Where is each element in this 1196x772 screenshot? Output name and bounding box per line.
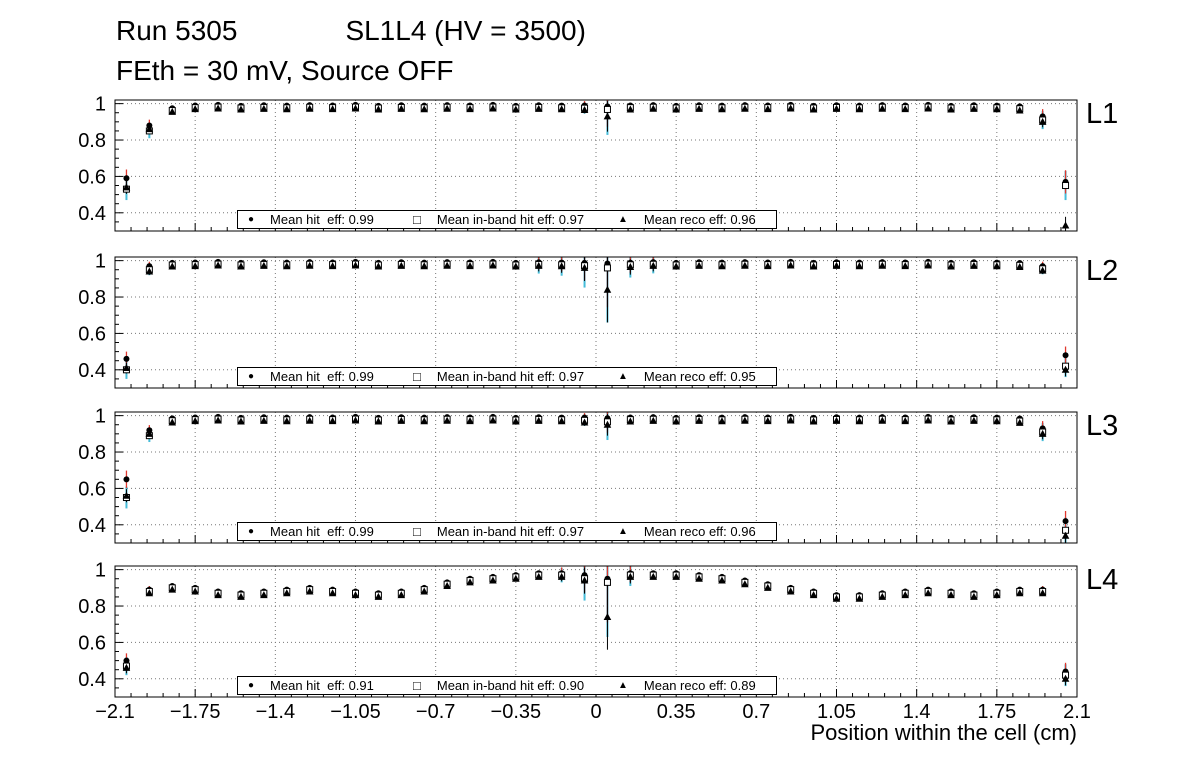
- svg-text:1.75: 1.75: [977, 701, 1016, 723]
- run-number-title: Run 5305: [116, 15, 238, 46]
- filled-circle-marker-icon: ●: [248, 525, 255, 537]
- legend-box-l3: ● Mean hit eff: 0.99 □ Mean in-band hit …: [237, 522, 777, 541]
- open-square-marker-icon: □: [413, 524, 421, 539]
- svg-text:0.8: 0.8: [78, 442, 106, 464]
- legend-box-l1: ● Mean hit eff: 0.99 □ Mean in-band hit …: [237, 210, 777, 229]
- svg-text:−2.1: −2.1: [95, 701, 134, 723]
- legend-entry-inband: □ Mean in-band hit eff: 0.97: [413, 369, 618, 384]
- legend-entry-inband: □ Mean in-band hit eff: 0.90: [413, 678, 618, 693]
- svg-text:1: 1: [95, 560, 106, 582]
- legend-entry-reco: ▲ Mean reco eff: 0.89: [618, 678, 778, 693]
- open-square-marker-icon: □: [413, 369, 421, 384]
- plot-titles: Run 5305 SL1L4 (HV = 3500) FEth = 30 mV,…: [116, 14, 586, 87]
- legend-entry-hit: ● Mean hit eff: 0.99: [248, 212, 413, 227]
- svg-text:2.1: 2.1: [1063, 701, 1091, 723]
- svg-text:1.05: 1.05: [817, 701, 856, 723]
- legend-entry-inband: □ Mean in-band hit eff: 0.97: [413, 524, 618, 539]
- svg-text:−1.05: −1.05: [330, 701, 381, 723]
- svg-text:0.6: 0.6: [78, 323, 106, 345]
- svg-text:0.35: 0.35: [657, 701, 696, 723]
- panel-label-l2: L2: [1086, 255, 1119, 287]
- legend-box-l4: ● Mean hit eff: 0.91 □ Mean in-band hit …: [237, 676, 777, 695]
- legend-hit-label: Mean hit eff: 0.99: [270, 524, 374, 539]
- svg-text:−0.7: −0.7: [416, 701, 455, 723]
- svg-text:1: 1: [95, 94, 106, 116]
- chamber-config-title: SL1L4 (HV = 3500): [345, 15, 586, 46]
- svg-text:0.4: 0.4: [78, 203, 106, 225]
- svg-text:0: 0: [590, 701, 601, 723]
- legend-reco-label: Mean reco eff: 0.96: [643, 524, 756, 539]
- legend-inband-label: Mean in-band hit eff: 0.97: [436, 524, 585, 539]
- legend-box-l2: ● Mean hit eff: 0.99 □ Mean in-band hit …: [237, 367, 777, 386]
- svg-text:1: 1: [95, 251, 106, 273]
- svg-text:0.8: 0.8: [78, 287, 106, 309]
- svg-text:0.6: 0.6: [78, 478, 106, 500]
- legend-entry-reco: ▲ Mean reco eff: 0.96: [618, 212, 778, 227]
- legend-inband-label: Mean in-band hit eff: 0.97: [436, 369, 585, 384]
- filled-circle-marker-icon: ●: [248, 213, 255, 225]
- svg-text:−1.4: −1.4: [256, 701, 295, 723]
- open-square-marker-icon: □: [413, 212, 421, 227]
- legend-entry-reco: ▲ Mean reco eff: 0.96: [618, 524, 778, 539]
- panel-label-l4: L4: [1086, 564, 1119, 596]
- filled-circle-marker-icon: ●: [248, 370, 255, 382]
- filled-triangle-marker-icon: ▲: [618, 213, 628, 225]
- legend-inband-label: Mean in-band hit eff: 0.97: [436, 212, 585, 227]
- panel-label-l3: L3: [1086, 410, 1119, 442]
- legend-entry-hit: ● Mean hit eff: 0.99: [248, 524, 413, 539]
- svg-text:0.4: 0.4: [78, 360, 106, 382]
- panel-label-l1: L1: [1086, 98, 1119, 130]
- legend-hit-label: Mean hit eff: 0.91: [270, 678, 374, 693]
- threshold-source-subtitle: FEth = 30 mV, Source OFF: [116, 54, 454, 86]
- svg-text:−1.75: −1.75: [170, 701, 221, 723]
- svg-text:0.6: 0.6: [78, 166, 106, 188]
- open-square-marker-icon: □: [413, 678, 421, 693]
- filled-triangle-marker-icon: ▲: [618, 525, 628, 537]
- svg-text:1: 1: [95, 406, 106, 428]
- filled-triangle-marker-icon: ▲: [618, 679, 628, 691]
- legend-inband-label: Mean in-band hit eff: 0.90: [436, 678, 585, 693]
- svg-text:−0.35: −0.35: [491, 701, 542, 723]
- svg-text:0.8: 0.8: [78, 596, 106, 618]
- svg-text:0.6: 0.6: [78, 632, 106, 654]
- title-line-1: Run 5305 SL1L4 (HV = 3500): [116, 14, 586, 48]
- filled-circle-marker-icon: ●: [248, 679, 255, 691]
- legend-reco-label: Mean reco eff: 0.96: [643, 212, 756, 227]
- legend-hit-label: Mean hit eff: 0.99: [270, 212, 374, 227]
- svg-text:0.4: 0.4: [78, 669, 106, 691]
- legend-hit-label: Mean hit eff: 0.99: [270, 369, 374, 384]
- legend-entry-hit: ● Mean hit eff: 0.91: [248, 678, 413, 693]
- filled-triangle-marker-icon: ▲: [618, 370, 628, 382]
- svg-text:0.8: 0.8: [78, 130, 106, 152]
- svg-text:0.4: 0.4: [78, 515, 106, 537]
- x-axis-title: Position within the cell (cm): [810, 720, 1077, 745]
- legend-reco-label: Mean reco eff: 0.89: [643, 678, 756, 693]
- legend-entry-hit: ● Mean hit eff: 0.99: [248, 369, 413, 384]
- legend-entry-inband: □ Mean in-band hit eff: 0.97: [413, 212, 618, 227]
- svg-text:1.4: 1.4: [903, 701, 931, 723]
- legend-entry-reco: ▲ Mean reco eff: 0.95: [618, 369, 778, 384]
- legend-reco-label: Mean reco eff: 0.95: [643, 369, 756, 384]
- svg-text:0.7: 0.7: [742, 701, 770, 723]
